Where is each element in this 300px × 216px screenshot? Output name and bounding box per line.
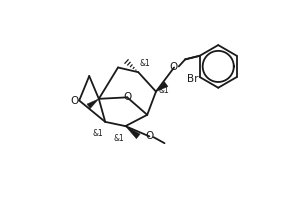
Text: &1: &1 xyxy=(113,133,124,143)
Text: &1: &1 xyxy=(92,129,103,138)
Text: &1: &1 xyxy=(140,59,151,68)
Polygon shape xyxy=(87,99,99,108)
Polygon shape xyxy=(125,126,140,139)
Text: O: O xyxy=(169,62,178,73)
Polygon shape xyxy=(156,82,168,92)
Text: Br: Br xyxy=(187,74,199,84)
Text: O: O xyxy=(145,131,154,141)
Text: O: O xyxy=(70,95,79,106)
Text: O: O xyxy=(123,92,131,102)
Text: &1: &1 xyxy=(158,86,169,95)
